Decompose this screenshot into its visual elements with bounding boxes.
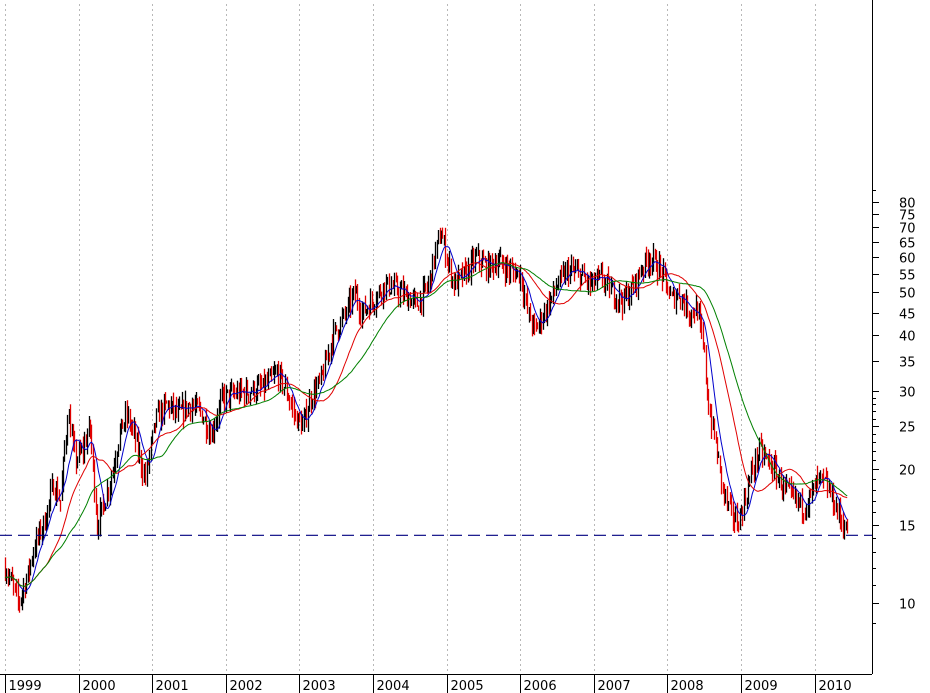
y-tick-label: 80 — [899, 197, 916, 212]
y-tick-label: 75 — [899, 209, 916, 224]
x-axis: 1999 2000 2001 2002 2003 2004 2005 2006 2007 2008… — [0, 674, 872, 693]
vertical-gridlines — [5, 4, 816, 674]
y-tick-label: 15 — [899, 520, 916, 535]
ma-long-line — [4, 262, 848, 587]
moving-averages — [4, 245, 848, 592]
x-tick-label: 2005 — [451, 679, 484, 693]
y-tick-label: 65 — [899, 237, 916, 252]
y-tick-label: 70 — [899, 222, 916, 237]
x-tick-label: 2003 — [303, 679, 336, 693]
y-tick-label: 25 — [899, 421, 916, 436]
ma-mid-line — [4, 262, 848, 587]
y-tick-label: 60 — [899, 252, 916, 267]
x-tick-label: 1999 — [9, 679, 42, 693]
price-bars — [4, 227, 849, 613]
x-tick-label: 2007 — [598, 679, 631, 693]
x-tick-label: 2004 — [377, 679, 410, 693]
y-tick-label: 55 — [899, 269, 916, 284]
y-tick-label: 40 — [899, 330, 916, 345]
y-tick-label: 45 — [899, 308, 916, 323]
x-tick-label: 2010 — [819, 679, 852, 693]
x-tick-label: 2000 — [83, 679, 116, 693]
y-tick-label: 30 — [899, 386, 916, 401]
x-tick-label: 2001 — [156, 679, 189, 693]
y-tick-label: 20 — [899, 464, 916, 479]
x-tick-label: 2008 — [671, 679, 704, 693]
y-tick-label: 35 — [899, 356, 916, 371]
y-tick-label: 50 — [899, 287, 916, 302]
ma-short-line — [4, 245, 848, 592]
x-tick-label: 2006 — [524, 679, 557, 693]
y-tick-label: 10 — [899, 598, 916, 613]
x-tick-label: 2002 — [230, 679, 263, 693]
x-tick-label: 2009 — [745, 679, 778, 693]
